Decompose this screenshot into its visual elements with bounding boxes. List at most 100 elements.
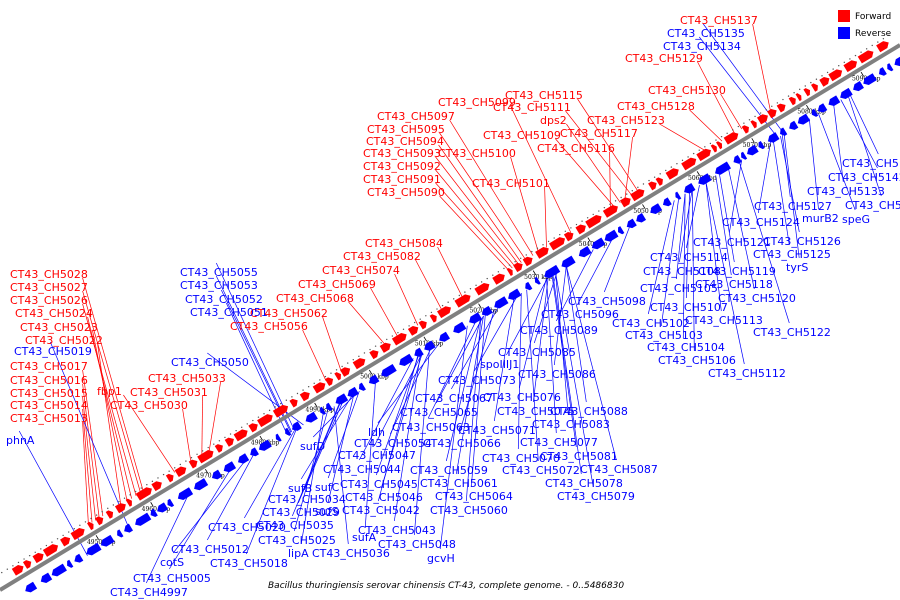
reverse-gene-label: CT43_CH5079 [557, 490, 635, 503]
forward-gene [87, 521, 94, 531]
forward-gene-label: CT43_CH5069 [298, 278, 376, 291]
forward-gene-label: CT43_CH5056 [230, 320, 308, 333]
minor-tick [447, 301, 449, 303]
forward-gene-label: CT43_CH5017 [10, 360, 88, 373]
reverse-gene [591, 237, 606, 250]
forward-gene-label: CT43_CH5084 [365, 237, 443, 250]
reverse-gene-label: CT43_CH5052 [185, 293, 263, 306]
minor-tick [720, 135, 723, 138]
reverse-leader-line [675, 193, 686, 280]
minor-tick [826, 71, 829, 74]
reverse-leader-line [377, 355, 419, 502]
reverse-leader-line [293, 410, 329, 532]
reverse-leader-line [297, 402, 341, 504]
forward-gene [369, 350, 379, 360]
minor-tick [436, 308, 438, 310]
minor-tick [586, 217, 589, 219]
minor-tick [62, 534, 64, 537]
reverse-gene [604, 229, 619, 242]
minor-tick [425, 315, 427, 317]
minor-tick [737, 125, 740, 128]
reverse-gene-label: CT43_CH5085 [498, 346, 576, 359]
forward-gene [665, 168, 679, 180]
legend-reverse-label: Reverse [855, 29, 892, 39]
forward-gene [803, 88, 811, 97]
reverse-gene-label: CT43_CH5035 [256, 519, 334, 532]
reverse-gene [258, 439, 272, 451]
tick-label: 4990 kbp [306, 407, 335, 414]
reverse-gene-label: CT43_CH5089 [520, 324, 598, 337]
reverse-gene-label: CT43_CH5019 [14, 345, 92, 358]
minor-tick [90, 517, 92, 520]
minor-tick [68, 531, 70, 533]
reverse-gene-label: CT43_CH5012 [171, 543, 249, 556]
minor-tick [626, 193, 628, 195]
minor-tick [190, 456, 193, 459]
forward-leader-line [201, 395, 203, 457]
reverse-leader-line [817, 113, 856, 211]
forward-leader-line [82, 421, 89, 525]
reverse-gene [767, 132, 780, 143]
minor-tick [748, 119, 751, 121]
reverse-gene-label: CT43_CH5103 [625, 329, 703, 342]
forward-gene [248, 423, 258, 433]
forward-gene-label: CT43_CH5082 [343, 250, 421, 263]
reverse-gene [698, 173, 712, 185]
minor-tick [123, 497, 126, 499]
reverse-leader-line [847, 95, 882, 197]
minor-tick [815, 78, 818, 80]
forward-leader-line [449, 119, 534, 256]
minor-tick [860, 51, 862, 53]
reverse-leader-line [808, 118, 819, 210]
forward-gene-label: CT43_CH5128 [617, 100, 695, 113]
minor-tick [771, 105, 773, 107]
reverse-gene-label: CT43_CH5126 [763, 235, 841, 248]
forward-gene [648, 181, 657, 191]
forward-gene-label: CT43_CH5091 [363, 173, 441, 186]
minor-tick [1, 571, 3, 574]
forward-gene [741, 125, 749, 134]
reverse-leader-line [435, 315, 484, 404]
reverse-leader-line [757, 142, 771, 214]
forward-gene [352, 358, 366, 370]
reverse-gene-label: CT43_CH5083 [532, 418, 610, 431]
minor-tick [79, 524, 81, 526]
forward-gene-label: CT43_CH5068 [276, 292, 354, 305]
reverse-gene [167, 498, 175, 507]
minor-tick [670, 166, 673, 168]
minor-tick [374, 345, 377, 347]
reverse-gene-label: CT43_CH5066 [423, 437, 501, 450]
tick-mark [95, 535, 99, 540]
forward-gene [655, 177, 663, 186]
forward-gene-label: CT43_CH5129 [625, 52, 703, 65]
minor-tick [804, 85, 806, 87]
forward-gene [379, 342, 391, 353]
forward-gene [828, 69, 843, 82]
minor-tick [146, 484, 148, 486]
minor-tick [726, 132, 728, 135]
minor-tick [503, 267, 505, 270]
reverse-gene [135, 512, 152, 526]
reverse-gene [853, 81, 864, 92]
forward-gene [114, 503, 126, 514]
minor-tick [40, 548, 42, 550]
minor-tick [877, 41, 879, 43]
reverse-gene [326, 402, 333, 411]
forward-leader-line [510, 105, 572, 233]
minor-tick [134, 490, 137, 493]
minor-tick [380, 342, 382, 344]
minor-tick [787, 95, 790, 97]
reverse-gene-label: phnA [6, 434, 35, 447]
minor-tick [620, 196, 622, 199]
minor-tick [480, 281, 483, 283]
forward-gene [224, 437, 234, 447]
minor-tick [882, 37, 885, 40]
reverse-leader-line [445, 317, 482, 462]
reverse-leader-line [303, 400, 344, 491]
minor-tick [413, 321, 416, 324]
reverse-gene-label: CT43_CH5096 [541, 308, 619, 321]
reverse-leader-line [833, 103, 844, 183]
forward-gene [535, 246, 549, 259]
forward-gene [843, 60, 858, 73]
reverse-gene-label: sufD [300, 440, 325, 453]
